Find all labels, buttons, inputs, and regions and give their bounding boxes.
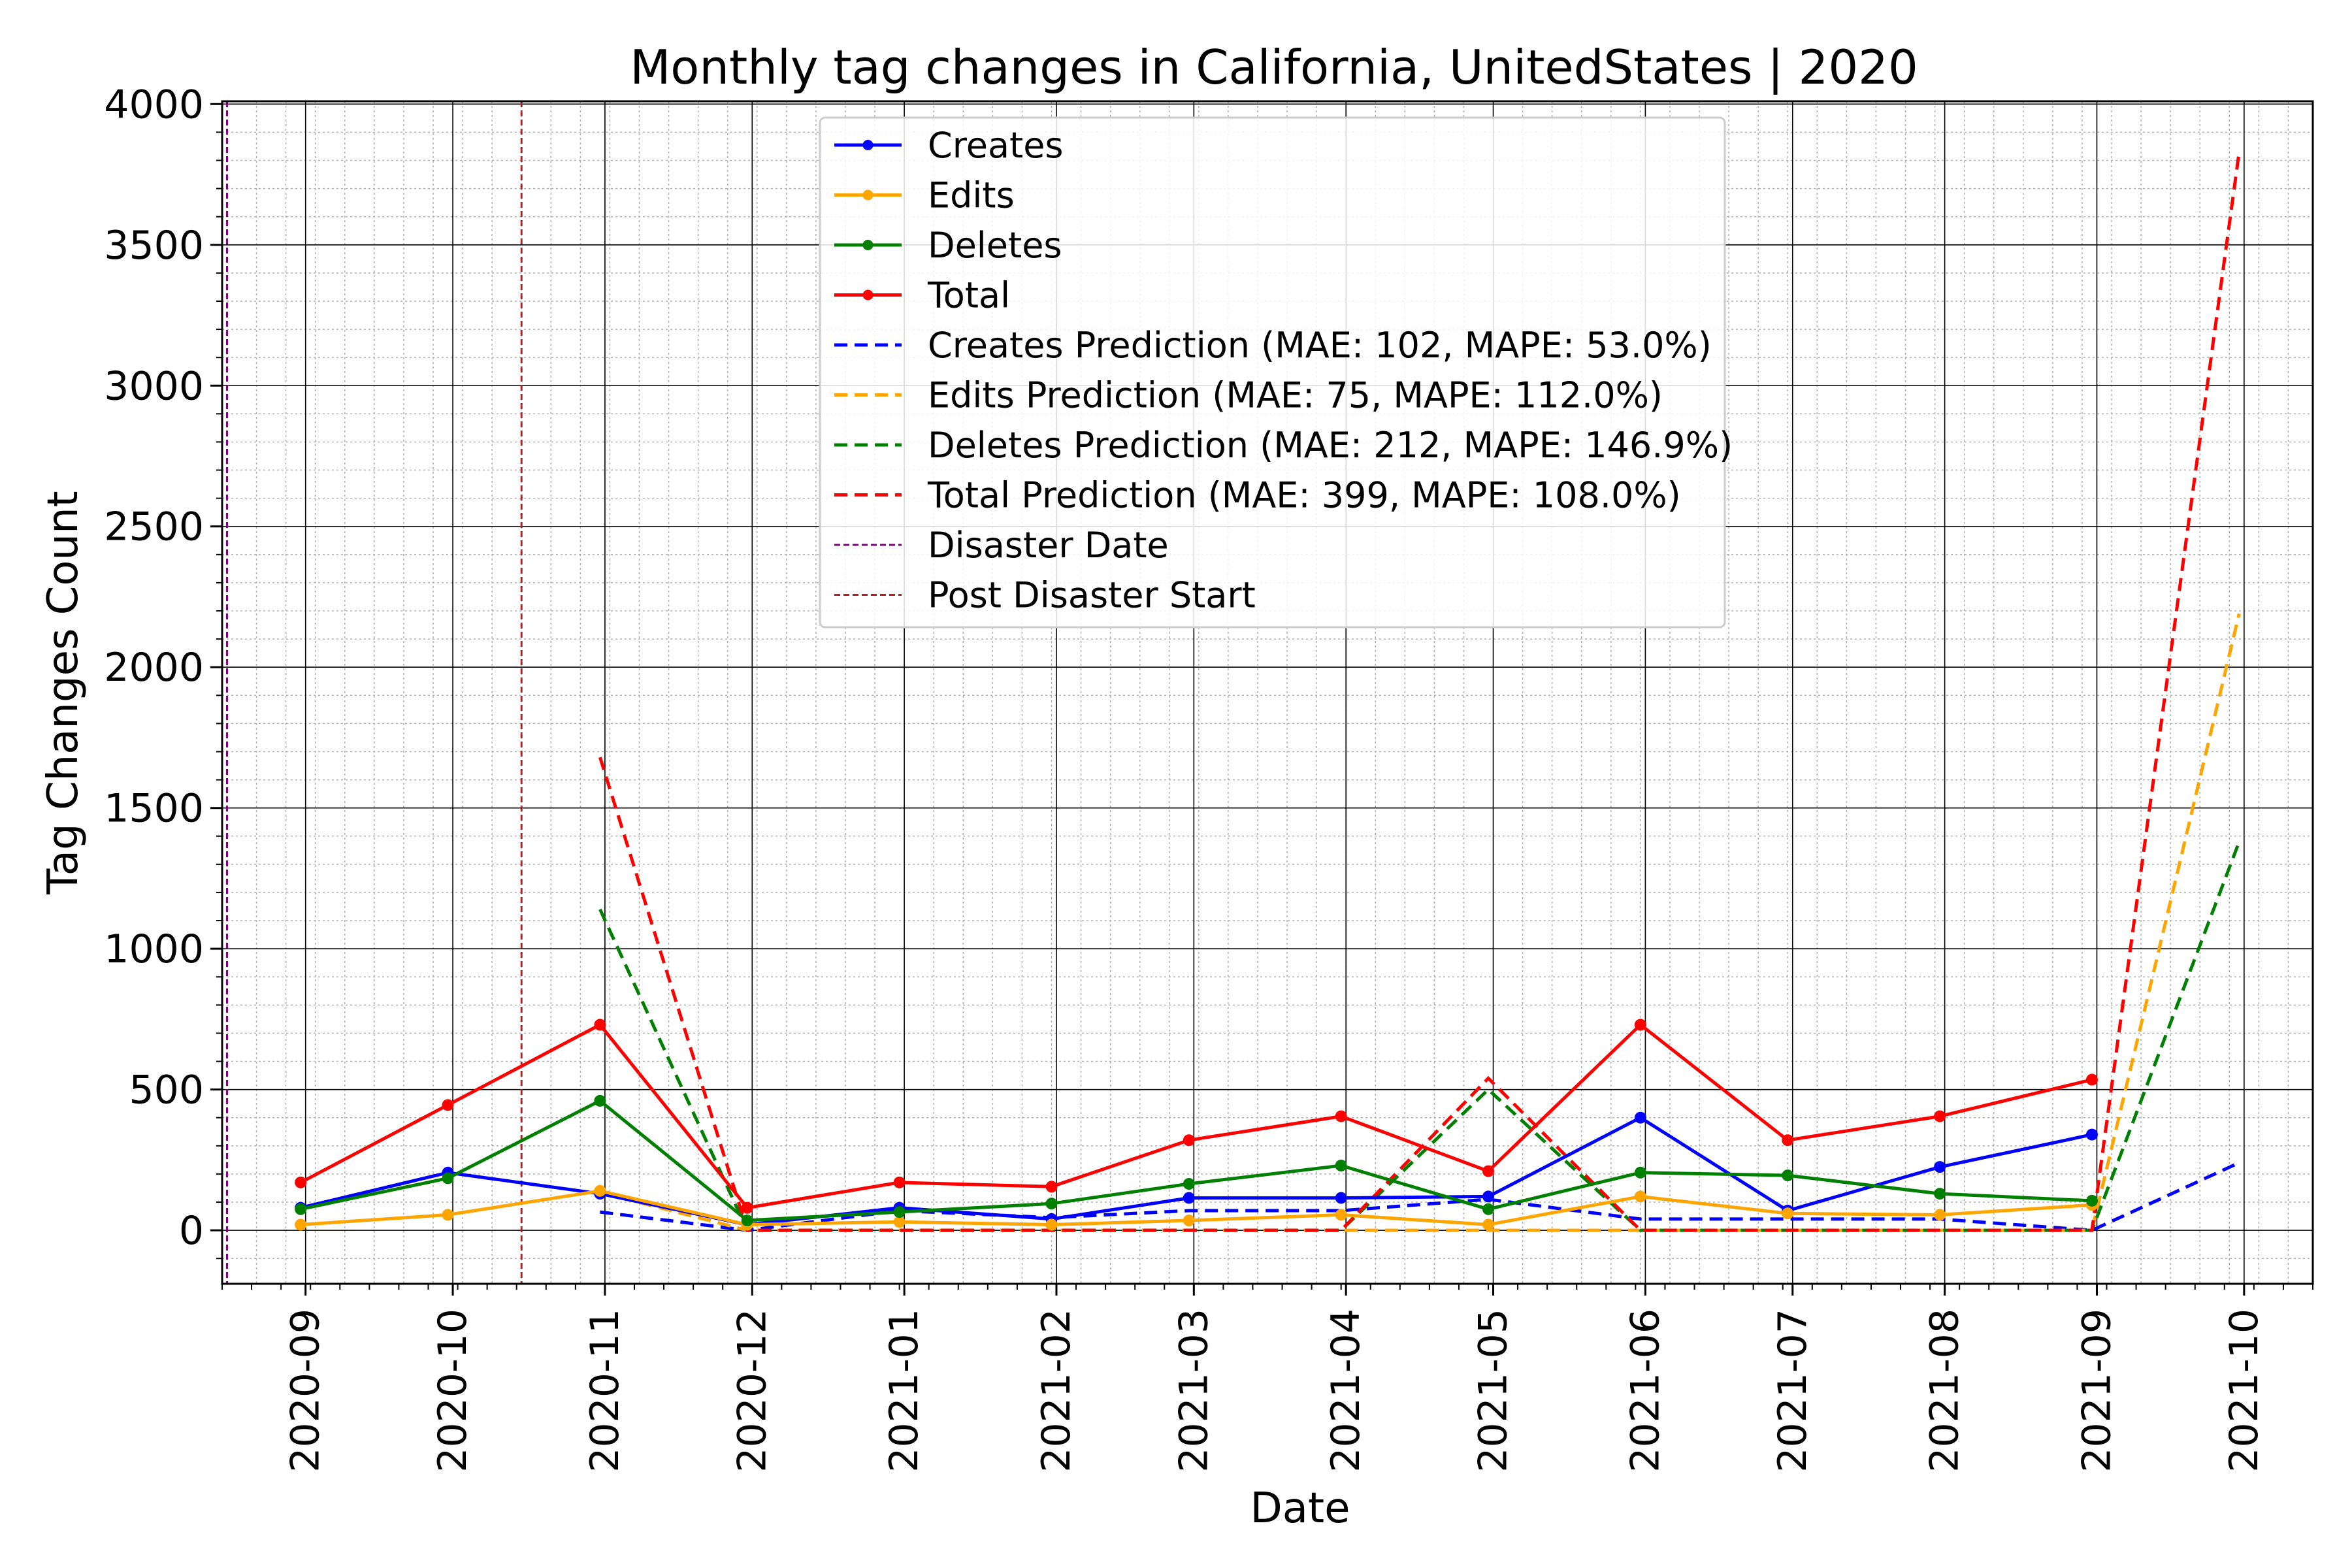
legend: Creates Edits Deletes Total Creates Predicti…: [819, 116, 1733, 629]
legend-label: Creates Prediction (MAE: 102, MAPE: 53.0…: [928, 325, 1712, 366]
data-point-edits: [893, 1216, 906, 1228]
data-point-deletes: [1045, 1198, 1058, 1210]
x-tick-label: 2020-10: [430, 1309, 476, 1473]
prediction-series-line-3: [598, 152, 2241, 1232]
data-point-total: [2085, 1073, 2098, 1086]
legend-handle-2-marker: [862, 240, 874, 250]
minor-grid: [222, 101, 2313, 1284]
data-point-deletes: [1335, 1160, 1347, 1171]
data-point-edits: [1634, 1190, 1646, 1203]
x-tick-label: 2020-09: [283, 1309, 329, 1473]
legend-label: Post Disaster Start: [928, 575, 1256, 616]
x-tick-label: 2021-03: [1171, 1309, 1217, 1473]
tick-labels: 2020-09 2020-10 2020-11 2020-12 2021-01 2021-…: [104, 82, 2267, 1472]
y-tick-label: 1500: [104, 786, 204, 832]
data-point-creates: [1335, 1192, 1347, 1204]
legend-label: Edits: [928, 175, 1015, 216]
actual-lines: [295, 1019, 2098, 1231]
data-point-edits: [295, 1218, 307, 1231]
data-point-total: [295, 1176, 307, 1188]
data-point-total: [1634, 1019, 1646, 1031]
legend-label: Disaster Date: [928, 525, 1169, 566]
data-point-total: [1934, 1110, 1946, 1122]
legend-label: Creates: [928, 125, 1064, 166]
data-point-edits: [1934, 1209, 1946, 1221]
x-tick-label: 2020-11: [582, 1309, 628, 1473]
data-point-total: [1335, 1110, 1347, 1122]
plot-frame: [221, 100, 2314, 1285]
data-point-edits: [1045, 1218, 1058, 1231]
x-tick-label: 2021-04: [1323, 1309, 1369, 1473]
legend-label: Edits Prediction (MAE: 75, MAPE: 112.0%): [928, 375, 1663, 416]
data-point-deletes: [1782, 1169, 1794, 1182]
legend-handle-1-marker: [862, 189, 874, 201]
legend-label: Deletes Prediction (MAE: 212, MAPE: 146.…: [928, 425, 1733, 466]
y-axis-label: Tag Changes Count: [39, 491, 88, 894]
data-point-total: [1482, 1165, 1495, 1177]
y-tick-label: 2500: [104, 504, 204, 550]
data-point-total: [1045, 1181, 1058, 1193]
x-axis-label: Date: [1250, 1484, 1350, 1533]
x-tick-label: 2021-09: [2074, 1309, 2119, 1473]
data-point-deletes: [1482, 1203, 1495, 1215]
x-tick-label: 2021-06: [1622, 1309, 1668, 1473]
data-point-deletes: [893, 1206, 906, 1218]
data-point-total: [442, 1099, 454, 1111]
prediction-series-line-2: [598, 841, 2241, 1232]
legend-handle-0-marker: [862, 140, 874, 150]
data-point-deletes: [1183, 1178, 1195, 1190]
data-point-deletes: [594, 1094, 606, 1107]
data-point-total: [893, 1176, 906, 1188]
data-point-total: [1183, 1134, 1195, 1147]
legend-label: Total Prediction (MAE: 399, MAPE: 108.0%…: [927, 475, 1681, 516]
data-point-total: [594, 1019, 606, 1031]
major-grid: [222, 101, 2313, 1284]
data-point-deletes: [2085, 1194, 2098, 1207]
axis-ticks: [210, 103, 2313, 1296]
x-tick-label: 2021-08: [1922, 1309, 1968, 1473]
x-tick-label: 2021-02: [1034, 1309, 1079, 1473]
legend-handle-3-marker: [862, 289, 874, 301]
data-point-creates: [1183, 1192, 1195, 1204]
data-point-creates: [1482, 1190, 1495, 1203]
y-tick-label: 3000: [104, 363, 204, 409]
data-point-creates: [1634, 1111, 1646, 1124]
data-point-deletes: [741, 1215, 753, 1227]
x-tick-label: 2021-10: [2221, 1309, 2267, 1473]
data-point-edits: [442, 1209, 454, 1221]
y-tick-label: 0: [179, 1208, 204, 1254]
y-tick-label: 500: [129, 1068, 204, 1113]
legend-box: [819, 116, 1726, 629]
y-tick-label: 2000: [104, 645, 204, 691]
data-point-deletes: [295, 1203, 307, 1215]
data-point-edits: [1482, 1218, 1495, 1231]
x-tick-label: 2021-07: [1770, 1309, 1816, 1473]
legend-label: Total: [927, 275, 1010, 316]
data-point-edits: [1183, 1215, 1195, 1227]
vertical-markers: [226, 101, 523, 1284]
data-point-edits: [1335, 1209, 1347, 1221]
y-tick-label: 4000: [104, 82, 204, 127]
data-point-deletes: [1634, 1166, 1646, 1179]
chart-title: Monthly tag changes in California, Unite…: [630, 40, 1918, 95]
y-tick-label: 1000: [104, 926, 204, 972]
legend-label: Deletes: [928, 225, 1062, 266]
data-point-creates: [1934, 1161, 1946, 1173]
x-tick-label: 2021-01: [881, 1309, 927, 1473]
x-tick-label: 2020-12: [729, 1309, 775, 1473]
data-point-edits: [594, 1184, 606, 1197]
data-point-total: [1782, 1134, 1794, 1147]
data-point-edits: [1782, 1207, 1794, 1220]
data-point-deletes: [1934, 1188, 1946, 1200]
y-tick-label: 3500: [104, 223, 204, 269]
data-point-creates: [2085, 1128, 2098, 1141]
data-point-total: [741, 1201, 753, 1214]
x-tick-label: 2021-05: [1471, 1309, 1516, 1473]
data-point-deletes: [442, 1172, 454, 1184]
